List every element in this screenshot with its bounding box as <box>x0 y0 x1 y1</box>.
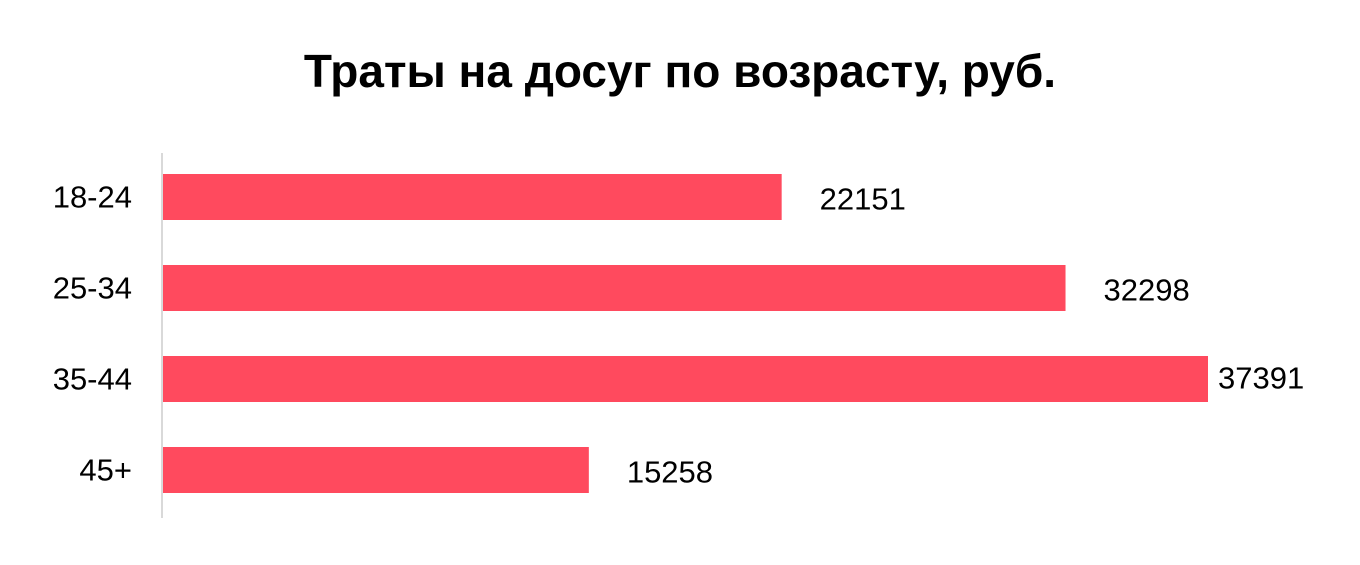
bar <box>163 447 589 493</box>
bar <box>163 356 1208 402</box>
category-label: 25-34 <box>53 271 132 306</box>
category-label: 35-44 <box>53 362 132 397</box>
bar <box>163 174 782 220</box>
category-label: 45+ <box>79 453 132 488</box>
category-label: 18-24 <box>53 180 132 215</box>
bar-value-label: 22151 <box>820 182 906 217</box>
bar-value-label: 15258 <box>627 455 713 490</box>
bar-value-label: 32298 <box>1104 273 1190 308</box>
bar-value-label: 37391 <box>1218 361 1304 396</box>
bar <box>163 265 1066 311</box>
chart-title: Траты на досуг по возрасту, руб. <box>303 45 1057 97</box>
bars-group: 18-24 22151 25-34 32298 35-44 37391 45+ 15258 <box>53 174 1304 493</box>
